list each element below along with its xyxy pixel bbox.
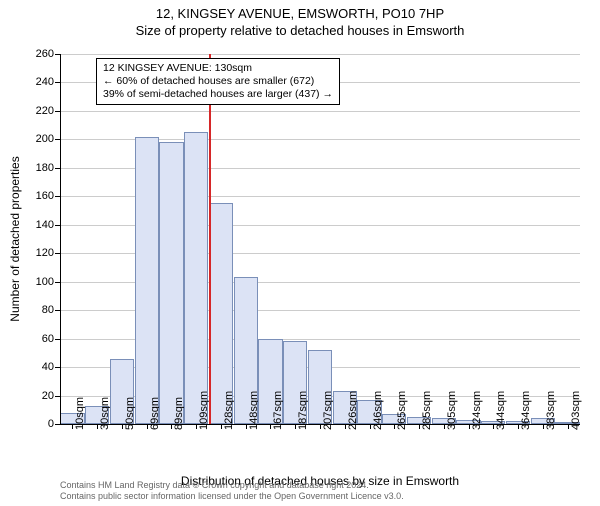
ytick-label: 20 bbox=[42, 390, 54, 402]
ytick-label: 220 bbox=[36, 105, 54, 117]
reference-line bbox=[209, 54, 211, 424]
ytick-label: 80 bbox=[42, 304, 54, 316]
ytick-label: 260 bbox=[36, 48, 54, 60]
annotation-line1: 12 KINGSEY AVENUE: 130sqm bbox=[103, 62, 333, 75]
gridline bbox=[60, 111, 580, 112]
histogram-bar bbox=[159, 142, 183, 424]
chart-area: 02040608010012014016018020022024026010sq… bbox=[60, 54, 580, 424]
ytick-label: 140 bbox=[36, 219, 54, 231]
ytick-label: 160 bbox=[36, 190, 54, 202]
ytick-label: 100 bbox=[36, 276, 54, 288]
ytick-label: 0 bbox=[48, 418, 54, 430]
annotation-line2: ← 60% of detached houses are smaller (67… bbox=[103, 75, 333, 88]
footer-line1: Contains HM Land Registry data © Crown c… bbox=[60, 480, 404, 491]
ytick-label: 200 bbox=[36, 133, 54, 145]
ytick-label: 40 bbox=[42, 361, 54, 373]
x-axis bbox=[60, 424, 580, 425]
footer-attribution: Contains HM Land Registry data © Crown c… bbox=[60, 480, 404, 502]
chart-title-main: 12, KINGSEY AVENUE, EMSWORTH, PO10 7HP bbox=[0, 6, 600, 21]
gridline bbox=[60, 54, 580, 55]
annotation-box: 12 KINGSEY AVENUE: 130sqm← 60% of detach… bbox=[96, 58, 340, 105]
chart-title-sub: Size of property relative to detached ho… bbox=[0, 23, 600, 38]
histogram-bar bbox=[135, 137, 159, 424]
ytick-label: 120 bbox=[36, 247, 54, 259]
ytick-label: 180 bbox=[36, 162, 54, 174]
ytick-label: 240 bbox=[36, 76, 54, 88]
y-axis bbox=[60, 54, 61, 424]
plot-region: 02040608010012014016018020022024026010sq… bbox=[60, 54, 580, 424]
annotation-line3: 39% of semi-detached houses are larger (… bbox=[103, 88, 333, 101]
ytick-label: 60 bbox=[42, 333, 54, 345]
y-axis-label: Number of detached properties bbox=[8, 156, 22, 321]
footer-line2: Contains public sector information licen… bbox=[60, 491, 404, 502]
histogram-bar bbox=[184, 132, 208, 424]
